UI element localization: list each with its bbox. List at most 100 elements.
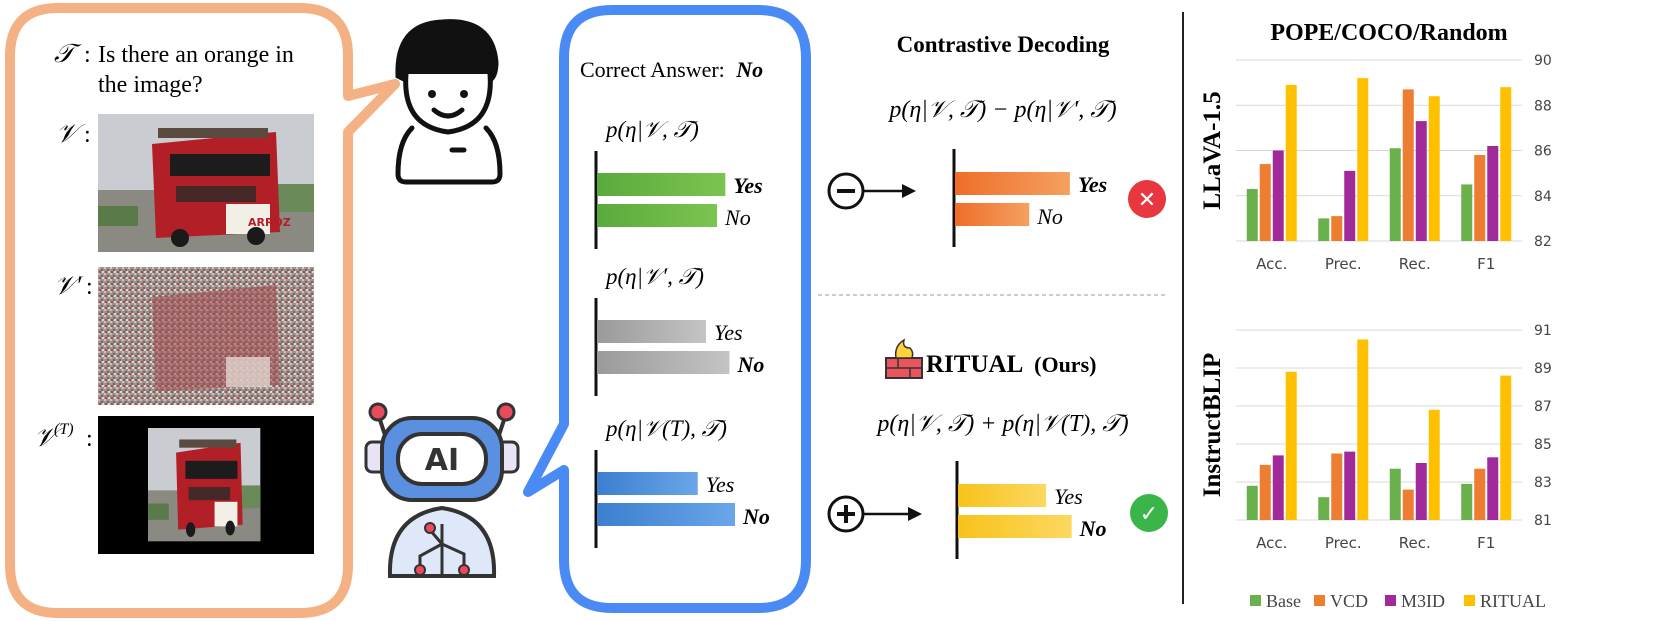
svg-text:✕: ✕ [1138, 188, 1156, 213]
answer-yes-bar-1 [597, 320, 707, 343]
legend-swatch-base [1250, 595, 1261, 606]
y-tick-label: 90 [1534, 53, 1552, 69]
answer-no-bar-0 [597, 204, 718, 227]
bar-m3id-0 [1272, 455, 1284, 520]
bar-vcd-1 [1331, 453, 1343, 520]
bar-ritual-2 [1428, 96, 1440, 241]
bar-m3id-2 [1415, 121, 1427, 241]
chart-llava: POPE/COCO/Random 82 84 86 88 90 LLaVA-1.5 Acc. P… [1199, 20, 1552, 273]
noised-image-colon: : [86, 274, 93, 300]
ritual-distribution: Yes No [955, 461, 1107, 559]
x-tick-label: F1 [1477, 255, 1495, 273]
answer-yes-label-2: Yes [706, 472, 735, 497]
decode-yes-label: Yes [1054, 484, 1083, 509]
legend-swatch-m3id [1385, 595, 1396, 606]
x-tick-label: Prec. [1325, 255, 1362, 273]
svg-text:AI: AI [425, 443, 459, 478]
x-tick-label: F1 [1477, 534, 1495, 552]
plus-operator-icon [827, 495, 922, 533]
transformed-image-colon: : [86, 426, 93, 452]
y-tick-label: 85 [1534, 437, 1552, 453]
contrastive-distribution: Yes No [952, 149, 1107, 247]
svg-text:ARROZ: ARROZ [248, 216, 291, 229]
x-tick-label: Acc. [1256, 255, 1287, 273]
bar-vcd-3 [1474, 468, 1486, 520]
x-tick-label: Rec. [1399, 255, 1431, 273]
answer-no-label-2: No [742, 504, 770, 529]
query-text-line2: the image? [98, 72, 203, 98]
contrastive-formula: p(η|𝒱, 𝒯) − p(η|𝒱′, 𝒯) [887, 97, 1116, 123]
user-person-icon [395, 19, 503, 185]
chart-title: POPE/COCO/Random [1270, 20, 1507, 46]
correct-result-icon: ✓ [1130, 494, 1168, 532]
legend-swatch-vcd [1314, 595, 1325, 606]
transformed-image-sup: (T) [54, 421, 74, 438]
y-tick-label: 89 [1534, 361, 1552, 377]
contrastive-title: Contrastive Decoding [897, 32, 1110, 57]
chart-ylabel: LLaVA-1.5 [1199, 91, 1226, 209]
ritual-title: RITUAL (Ours) [926, 351, 1096, 378]
svg-text:✓: ✓ [1140, 502, 1158, 527]
chart-instructblip: 81 83 85 87 89 91 InstructBLIP Acc. Prec. Rec. F1 [1199, 323, 1552, 552]
bar-ritual-1 [1357, 78, 1369, 241]
answer-no-label-0: No [724, 205, 751, 230]
original-bus-image: ARROZ [98, 114, 314, 252]
bar-base-3 [1461, 483, 1473, 520]
decode-yes-bar [955, 172, 1070, 195]
query-colon: : [84, 42, 91, 68]
answer-yes-bar-2 [597, 472, 698, 495]
ai-robot-icon: AI [364, 402, 520, 578]
legend-label-ritual: RITUAL [1480, 591, 1546, 611]
bar-vcd-2 [1402, 489, 1414, 520]
noised-bus-image [98, 267, 314, 405]
bar-ritual-3 [1500, 375, 1512, 520]
answer-formula-2: p(η|𝒱(T), 𝒯) [604, 416, 727, 441]
y-tick-label: 87 [1534, 399, 1552, 415]
bar-base-2 [1389, 468, 1401, 520]
y-tick-label: 86 [1534, 144, 1552, 160]
bar-vcd-0 [1259, 164, 1271, 241]
decode-no-bar [958, 515, 1072, 538]
chart-legend: Base VCD M3ID RITUAL [1250, 591, 1546, 611]
bar-ritual-3 [1500, 87, 1512, 242]
bar-m3id-1 [1344, 170, 1356, 241]
bar-m3id-3 [1487, 457, 1499, 520]
legend-swatch-ritual [1464, 595, 1475, 606]
answer-formula-0: p(η|𝒱, 𝒯) [604, 117, 699, 142]
original-image-colon: : [84, 122, 91, 148]
legend-label-m3id: M3ID [1401, 591, 1445, 611]
bar-m3id-1 [1344, 451, 1356, 520]
bar-base-2 [1389, 148, 1401, 241]
decode-yes-label: Yes [1078, 172, 1107, 197]
answer-yes-bar-0 [597, 173, 726, 196]
bar-base-3 [1461, 184, 1473, 241]
bar-ritual-1 [1357, 339, 1369, 520]
bar-m3id-2 [1415, 463, 1427, 520]
noised-image-symbol: 𝒱′ [54, 271, 84, 300]
y-tick-label: 82 [1534, 234, 1552, 250]
transformed-bus-image [98, 416, 314, 554]
bar-ritual-2 [1428, 409, 1440, 520]
bar-m3id-0 [1272, 150, 1284, 241]
answer-yes-label-0: Yes [733, 173, 762, 198]
y-tick-label: 84 [1534, 189, 1552, 205]
answer-distributions: p(η|𝒱, 𝒯) Yes No p(η|𝒱′, 𝒯) Yes No p(η|𝒱(T), 𝒯… [594, 117, 770, 548]
x-tick-label: Prec. [1325, 534, 1362, 552]
bar-base-1 [1318, 497, 1330, 520]
query-text-line1: Is there an orange in [98, 42, 294, 68]
legend-label-vcd: VCD [1330, 591, 1368, 611]
decode-yes-bar [958, 484, 1047, 507]
answer-formula-1: p(η|𝒱′, 𝒯) [604, 264, 704, 289]
bar-base-0 [1246, 188, 1258, 241]
y-tick-label: 81 [1534, 513, 1552, 529]
bar-base-1 [1318, 218, 1330, 241]
bar-base-0 [1246, 485, 1258, 520]
wrong-result-icon: ✕ [1128, 180, 1166, 218]
decode-no-label: No [1036, 204, 1063, 229]
legend-label-base: Base [1266, 591, 1301, 611]
bar-vcd-2 [1402, 89, 1414, 241]
answer-no-bar-1 [597, 351, 730, 374]
bar-ritual-0 [1285, 84, 1297, 241]
bar-vcd-0 [1259, 464, 1271, 520]
